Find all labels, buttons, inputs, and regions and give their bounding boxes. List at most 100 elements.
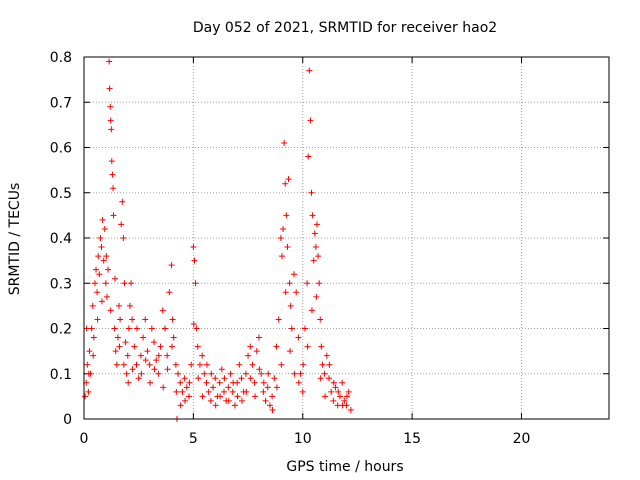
data-point — [95, 253, 102, 260]
data-point — [107, 117, 114, 124]
data-point — [120, 235, 127, 241]
data-point — [304, 343, 311, 350]
data-point — [249, 361, 256, 368]
data-point — [124, 352, 131, 359]
data-point — [330, 379, 337, 386]
data-point — [313, 221, 320, 228]
data-point — [114, 334, 121, 341]
data-point — [109, 171, 116, 178]
data-point — [307, 117, 314, 124]
data-point — [282, 289, 289, 296]
data-point — [310, 257, 317, 264]
x-tick-label: 5 — [189, 431, 198, 447]
data-point — [142, 316, 149, 323]
data-point — [107, 103, 114, 110]
data-point — [317, 316, 324, 323]
data-point — [131, 343, 138, 350]
data-point — [218, 366, 225, 373]
data-point — [111, 325, 118, 332]
data-point — [293, 289, 300, 296]
data-point — [277, 235, 284, 241]
data-point — [221, 388, 227, 395]
data-point — [317, 375, 324, 382]
data-point — [315, 253, 322, 260]
data-point — [113, 361, 120, 368]
data-point — [191, 257, 198, 264]
data-point — [280, 225, 287, 232]
data-point — [182, 397, 189, 404]
data-point — [251, 379, 258, 386]
data-point — [286, 280, 293, 287]
data-point — [137, 352, 144, 359]
data-point — [196, 361, 203, 368]
data-point — [121, 280, 128, 287]
data-point — [151, 366, 158, 373]
data-point — [297, 370, 304, 377]
data-point — [100, 257, 107, 264]
data-point — [94, 316, 101, 323]
data-point — [116, 343, 123, 350]
data-point — [148, 325, 155, 332]
data-point — [82, 393, 89, 400]
plot-border — [83, 56, 610, 420]
data-point — [186, 393, 192, 400]
data-point — [308, 307, 315, 314]
data-point — [260, 379, 267, 386]
data-point — [308, 189, 315, 196]
data-point — [300, 361, 307, 368]
data-point — [269, 406, 276, 413]
data-point — [101, 225, 108, 232]
data-point — [282, 180, 289, 187]
data-point — [335, 388, 342, 395]
data-point — [285, 176, 292, 183]
data-point — [304, 280, 311, 287]
data-point — [225, 397, 232, 404]
data-point — [227, 370, 234, 377]
data-point — [201, 370, 208, 377]
data-point — [273, 384, 280, 391]
data-point — [260, 388, 267, 395]
data-point — [168, 262, 175, 269]
data-point — [122, 339, 129, 346]
y-tick-label: 0.2 — [50, 322, 72, 338]
data-point — [216, 379, 223, 386]
x-tick-label: 15 — [403, 431, 421, 447]
data-point — [98, 244, 105, 251]
data-point — [306, 67, 313, 74]
data-point — [245, 352, 252, 359]
data-point — [295, 379, 302, 386]
data-point — [287, 348, 294, 355]
data-point — [253, 348, 260, 355]
data-point — [278, 253, 285, 260]
data-point — [266, 402, 273, 409]
data-point — [203, 379, 210, 386]
data-point — [295, 334, 302, 341]
data-point — [322, 393, 329, 400]
data-point — [273, 343, 280, 350]
data-point — [89, 302, 96, 309]
data-point — [106, 58, 113, 65]
data-point — [120, 361, 127, 368]
data-point — [199, 393, 206, 400]
data-point — [225, 384, 232, 391]
data-point — [326, 361, 333, 368]
data-point — [284, 244, 291, 251]
data-point — [144, 348, 151, 355]
data-point — [291, 271, 297, 278]
data-point — [175, 370, 182, 377]
data-point — [271, 375, 278, 382]
data-point — [339, 402, 346, 409]
y-tick-label: 0.7 — [50, 95, 72, 111]
data-point — [323, 352, 330, 359]
data-point — [159, 307, 166, 314]
data-point — [106, 85, 113, 92]
data-point — [321, 370, 328, 377]
data-point — [183, 384, 190, 391]
data-point — [151, 339, 157, 346]
data-point — [332, 384, 339, 391]
data-point — [229, 388, 236, 395]
data-point — [85, 388, 92, 395]
data-point — [205, 388, 212, 395]
data-point — [326, 375, 332, 382]
